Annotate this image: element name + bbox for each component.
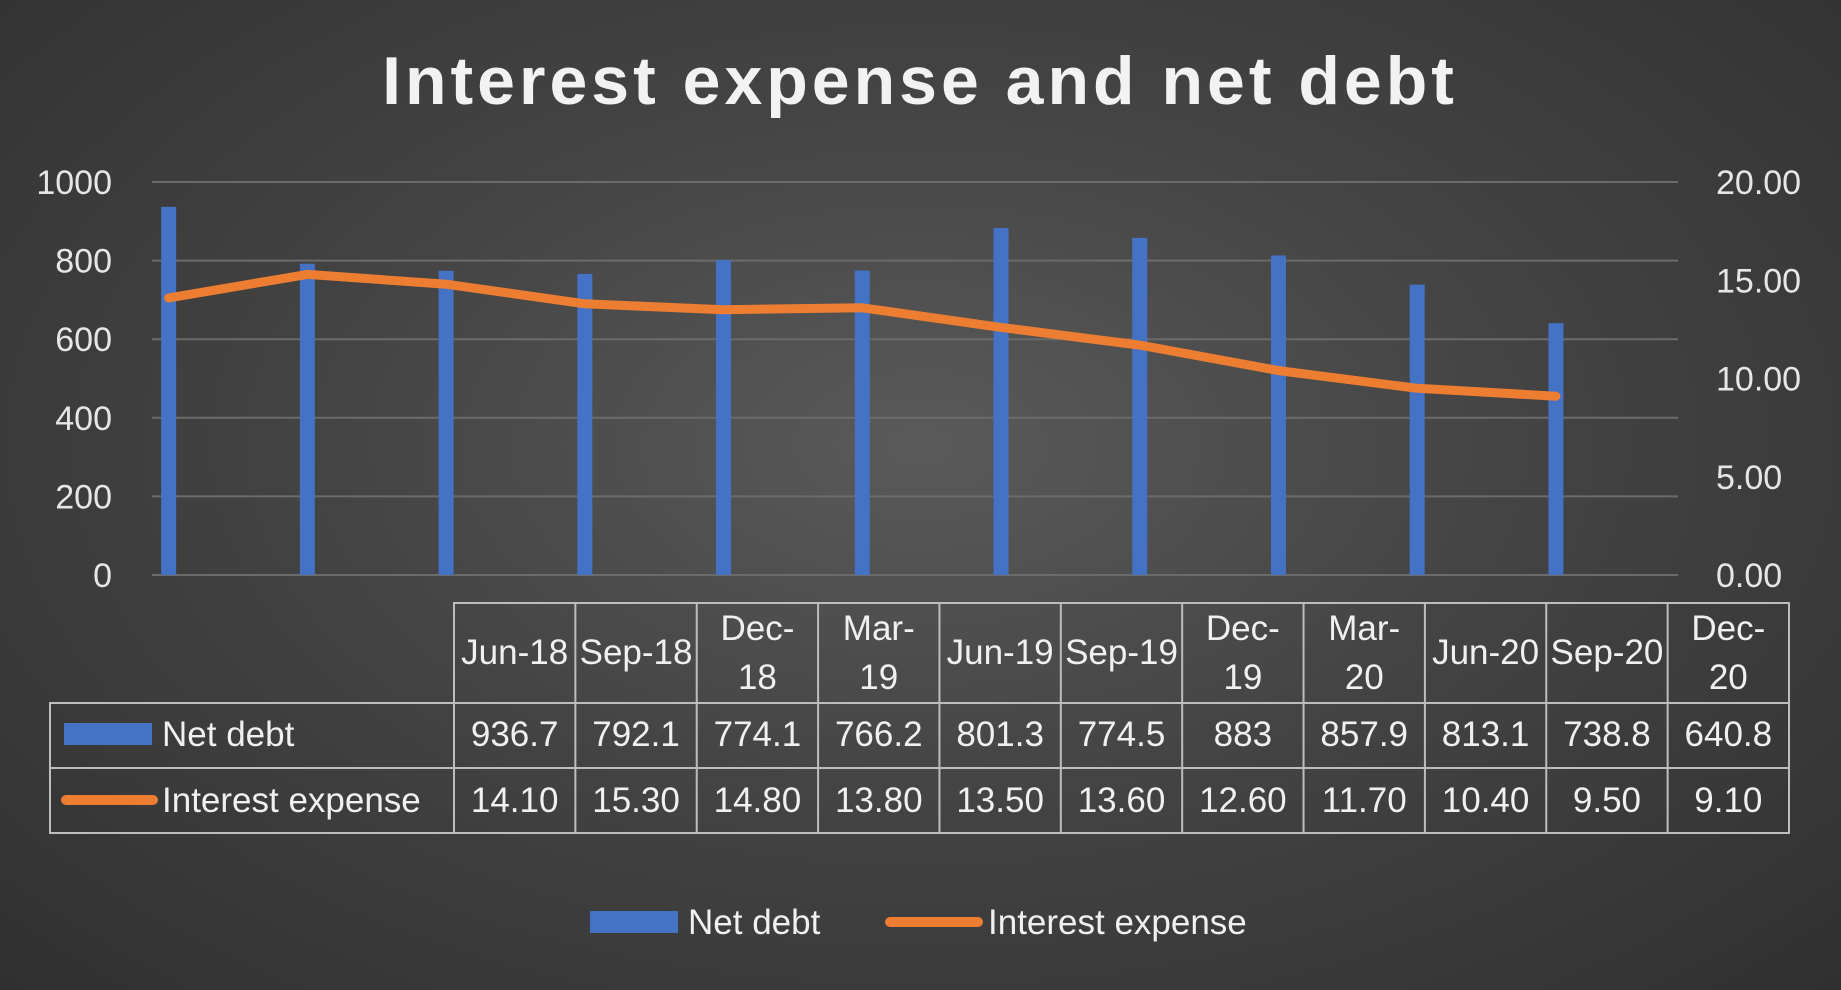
net-debt-bar [299,263,315,575]
table-header-cell: Mar- [843,609,915,648]
table-cell-net-debt: 857.9 [1320,715,1408,754]
y-left-tick-label: 800 [55,243,112,281]
table-header-cell: Sep-19 [1065,633,1178,672]
table-header-cell: Dec- [1206,609,1280,648]
table-header-cell: 18 [738,658,777,697]
table-header-cell: 20 [1345,658,1384,697]
table-header-cell: Sep-20 [1551,633,1664,672]
table-header-cell: Jun-20 [1432,633,1539,672]
table-cell-net-debt: 766.2 [835,715,923,754]
chart-title: Interest expense and net debt [382,43,1458,119]
legend-key-net-debt [590,911,678,933]
table-row-label: Interest expense [162,781,421,820]
table-key-net-debt [64,723,152,745]
table-cell-interest-expense: 14.10 [471,781,559,820]
table-cell-interest-expense: 13.50 [956,781,1044,820]
net-debt-bar [438,270,454,575]
y-left-tick-label: 600 [55,321,112,359]
data-table: Jun-18 Sep-18 Dec- 18 Mar- 19 Jun-19 Sep-19 Dec-… [49,602,1790,834]
y-left-tick-label: 0 [93,557,112,595]
net-debt-bar [161,206,177,576]
interest-expense-line [164,269,1561,401]
net-debt-bar [1132,237,1148,575]
table-header-cell: Jun-19 [947,633,1054,672]
table-header-cell: Jun-18 [461,633,568,672]
y-right-tick-label: 20.00 [1716,164,1801,202]
table-header-cell: Dec- [720,609,794,648]
net-debt-bar [854,270,870,575]
legend: Net debt Interest expense [590,903,1247,942]
net-debt-bar [577,273,593,575]
net-debt-bar [716,260,732,575]
y-left-tick-label: 200 [55,478,112,516]
table-cell-interest-expense: 11.70 [1322,781,1407,820]
table-cell-net-debt: 738.8 [1563,715,1651,754]
table-row-label: Net debt [162,715,295,754]
table-header-cell: 19 [1223,658,1262,697]
table-cell-interest-expense: 10.40 [1442,781,1530,820]
y-right-tick-label: 15.00 [1716,262,1801,300]
table-header-cell: 19 [859,658,898,697]
table-header-cell: Dec- [1691,609,1765,648]
right-axis: 0.00 5.00 10.00 15.00 20.00 [1716,164,1801,595]
table-cell-net-debt: 801.3 [956,715,1044,754]
table-cell-interest-expense: 15.30 [592,781,680,820]
table-cell-interest-expense: 13.60 [1078,781,1166,820]
net-debt-bar [1548,323,1564,575]
y-left-tick-label: 1000 [36,164,112,202]
table-cell-net-debt: 813.1 [1442,715,1530,754]
table-cell-interest-expense: 12.60 [1199,781,1287,820]
net-debt-bars [161,206,1564,576]
table-cell-interest-expense: 9.50 [1573,781,1641,820]
table-header-cell: Mar- [1328,609,1400,648]
net-debt-bar [1409,284,1425,575]
table-cell-interest-expense: 13.80 [835,781,923,820]
y-right-tick-label: 0.00 [1716,557,1782,595]
table-cell-net-debt: 883 [1214,715,1272,754]
interest-expense-line-layer [164,269,1561,401]
table-cell-interest-expense: 14.80 [714,781,802,820]
table-cell-interest-expense: 9.10 [1694,781,1762,820]
legend-label: Interest expense [988,903,1247,942]
net-debt-bar [993,227,1009,575]
table-cell-net-debt: 792.1 [592,715,680,754]
y-right-tick-label: 5.00 [1716,459,1782,497]
table-header-cell: Sep-18 [580,633,693,672]
table-header-cell: 20 [1709,658,1748,697]
left-axis: 0 200 400 600 800 1000 [36,164,112,595]
table-cell-net-debt: 774.5 [1078,715,1166,754]
y-right-tick-label: 10.00 [1716,361,1801,399]
net-debt-bar [1270,255,1286,575]
table-cell-net-debt: 936.7 [471,715,559,754]
y-left-tick-label: 400 [55,400,112,438]
table-cell-net-debt: 640.8 [1685,715,1773,754]
legend-label: Net debt [688,903,821,942]
table-cell-net-debt: 774.1 [714,715,802,754]
gridlines [152,181,1678,576]
